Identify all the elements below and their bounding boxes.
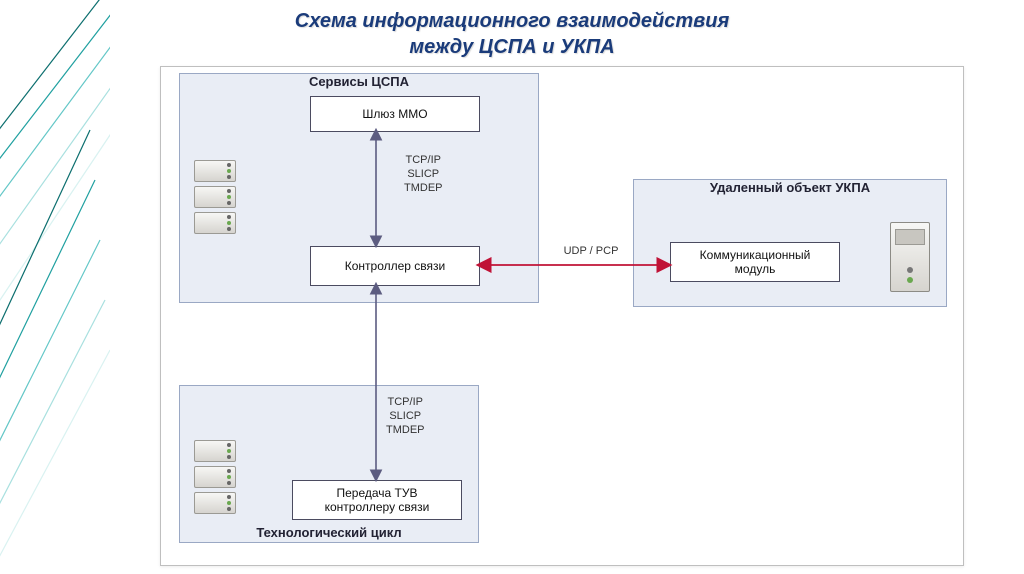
block-comm-l1: Коммуникационный bbox=[700, 248, 811, 262]
main-link-label: UDP / PCP bbox=[551, 245, 631, 257]
server-rack-icon bbox=[194, 440, 246, 510]
server-rack-icon bbox=[194, 160, 246, 230]
panel-tspa: Сервисы ЦСПА Шлюз ММО Контроллер связи T… bbox=[179, 73, 539, 303]
proto-1b: SLICP bbox=[389, 410, 421, 422]
block-tuv-l1: Передача ТУВ bbox=[336, 486, 417, 500]
block-gateway: Шлюз ММО bbox=[310, 96, 480, 132]
panel-ukpa-title: Удаленный объект УКПА bbox=[634, 178, 946, 195]
proto-2: TMDEP bbox=[404, 182, 443, 194]
proto-0: TCP/IP bbox=[406, 154, 441, 166]
proto-1: SLICP bbox=[407, 168, 439, 180]
block-controller: Контроллер связи bbox=[310, 246, 480, 286]
block-tuv-l2: контроллеру связи bbox=[325, 500, 430, 514]
block-tuv: Передача ТУВ контроллеру связи bbox=[292, 480, 462, 520]
tspa-protocol-labels: TCP/IP SLICP TMDEP bbox=[404, 154, 443, 195]
server-tower-icon bbox=[890, 222, 930, 292]
block-comm-l2: модуль bbox=[735, 262, 776, 276]
panel-ukpa: Удаленный объект УКПА Коммуникационный м… bbox=[633, 179, 947, 307]
slide-corner-decoration bbox=[0, 0, 110, 574]
slide-title: Схема информационного взаимодействия меж… bbox=[0, 8, 1024, 60]
diagram-frame: Сервисы ЦСПА Шлюз ММО Контроллер связи T… bbox=[160, 66, 964, 566]
proto-0b: TCP/IP bbox=[388, 396, 423, 408]
title-line1: Схема информационного взаимодействия bbox=[295, 10, 729, 32]
proto-2b: TMDEP bbox=[386, 424, 425, 436]
panel-tspa-title: Сервисы ЦСПА bbox=[180, 72, 538, 89]
panel-tech-title: Технологический цикл bbox=[180, 523, 478, 540]
title-line2: между ЦСПА и УКПА bbox=[409, 36, 614, 58]
block-comm-module: Коммуникационный модуль bbox=[670, 242, 840, 282]
panel-tech-cycle: Передача ТУВ контроллеру связи TCP/IP SL… bbox=[179, 385, 479, 543]
corner-lines-icon bbox=[0, 0, 110, 574]
block-gateway-label: Шлюз ММО bbox=[362, 107, 427, 121]
tech-protocol-labels: TCP/IP SLICP TMDEP bbox=[386, 396, 425, 437]
block-controller-label: Контроллер связи bbox=[345, 259, 446, 273]
